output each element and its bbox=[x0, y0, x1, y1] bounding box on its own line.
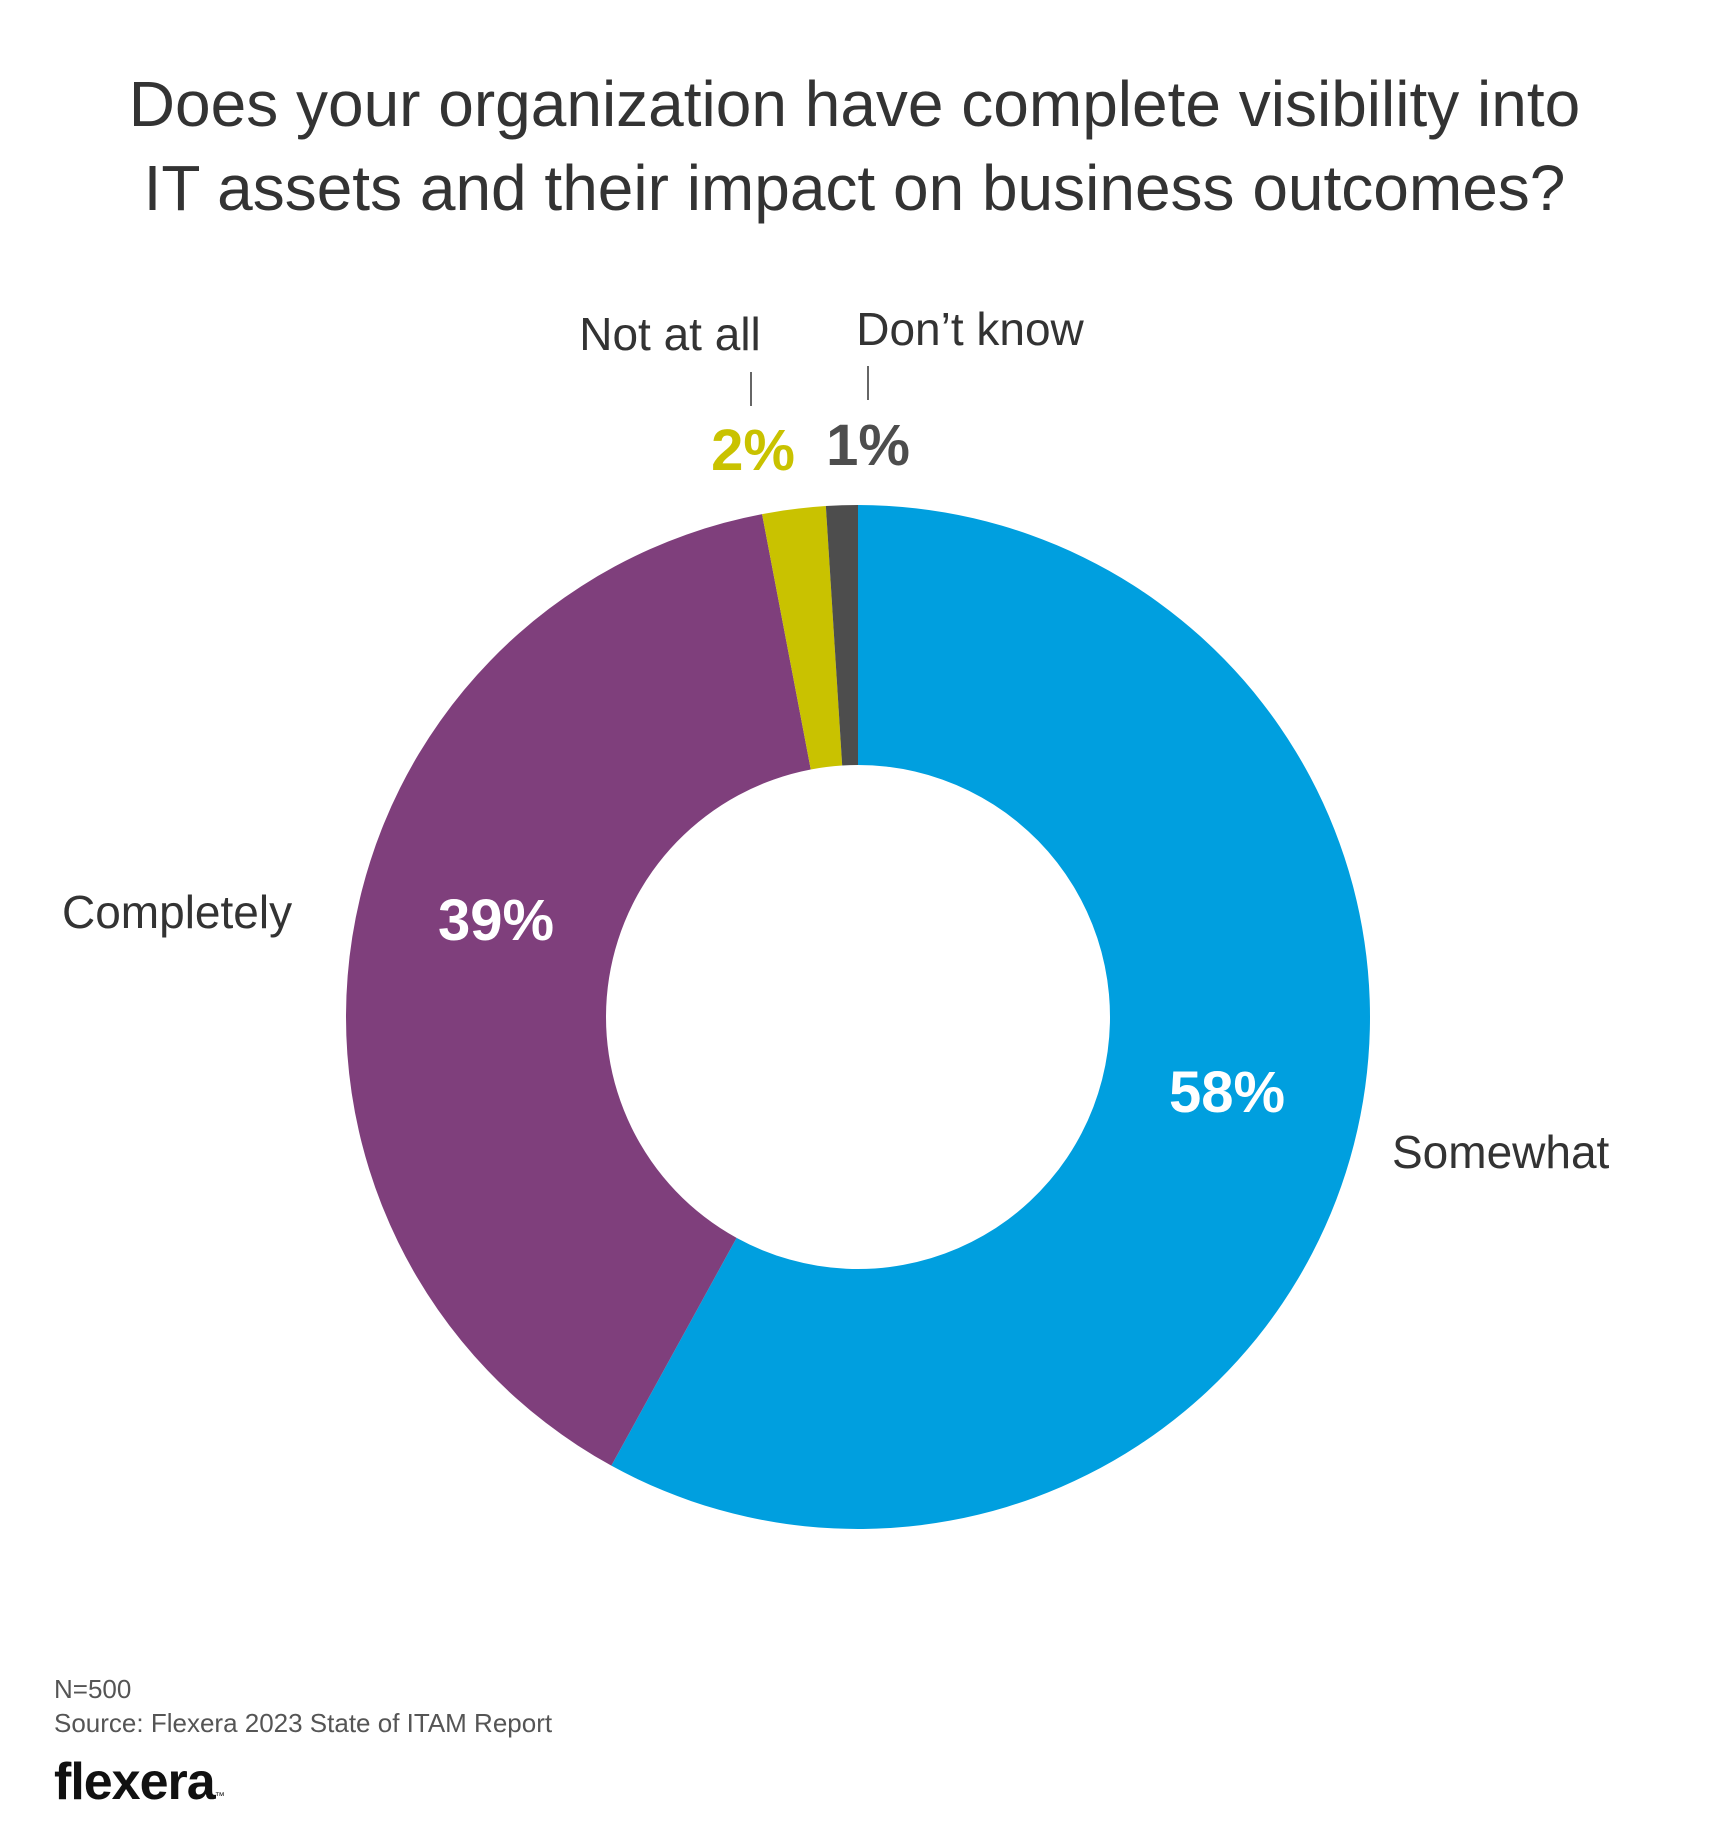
flexera-logo: flexera™ bbox=[54, 1752, 225, 1812]
value-label-don-t-know: 1% bbox=[826, 413, 910, 478]
logo-trademark: ™ bbox=[214, 1791, 225, 1802]
slice-completely bbox=[345, 514, 811, 1466]
logo-text: flexera bbox=[54, 1753, 216, 1811]
category-label-completely: Completely bbox=[62, 886, 292, 938]
value-label-somewhat: 58% bbox=[1169, 1060, 1285, 1125]
chart-title: Does your organization have complete vis… bbox=[0, 62, 1709, 230]
chart-footer: N=500 Source: Flexera 2023 State of ITAM… bbox=[54, 1672, 552, 1740]
category-label-don-t-know: Don’t know bbox=[856, 303, 1084, 355]
slice-not-at-all bbox=[762, 506, 843, 770]
sample-size: N=500 bbox=[54, 1674, 132, 1704]
value-label-completely: 39% bbox=[438, 888, 554, 953]
slice-don-t-know bbox=[825, 505, 858, 766]
chart-title-line-1: Does your organization have complete vis… bbox=[128, 68, 1581, 140]
category-label-not-at-all: Not at all bbox=[579, 308, 761, 360]
slice-somewhat bbox=[611, 505, 1370, 1529]
source-note: Source: Flexera 2023 State of ITAM Repor… bbox=[54, 1708, 553, 1738]
chart-title-line-2: IT assets and their impact on business o… bbox=[143, 152, 1566, 224]
category-label-somewhat: Somewhat bbox=[1392, 1126, 1610, 1178]
value-label-not-at-all: 2% bbox=[711, 418, 795, 483]
